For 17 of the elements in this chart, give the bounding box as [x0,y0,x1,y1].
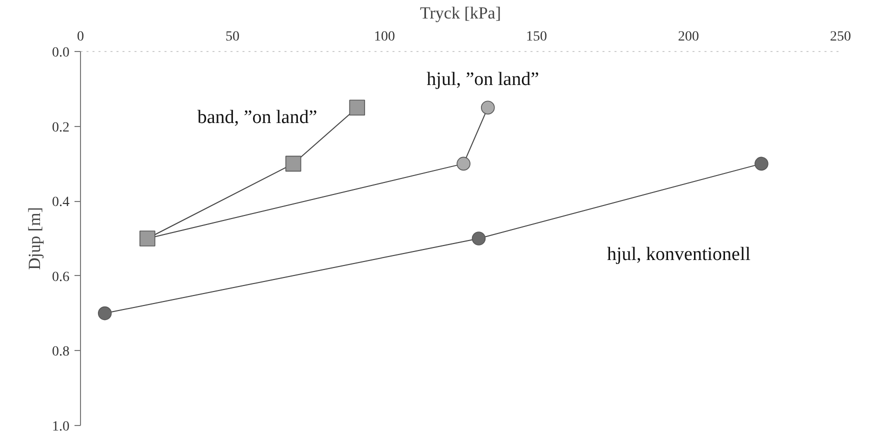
x-axis-title: Tryck [kPa] [420,4,502,22]
y-tick-label: 0.2 [52,120,70,136]
x-tick-label: 50 [226,30,240,44]
x-tick-label: 200 [678,30,699,44]
x-tick-label: 100 [374,30,395,44]
y-tick-label: 0.4 [52,195,70,210]
y-axis-title: Djup [m] [25,207,44,270]
text: hjul, konventionell [606,244,751,265]
series-label: band, ”on land” [197,107,318,128]
x-tick-label: 0 [77,30,84,44]
y-tick-label: 0.8 [52,344,70,360]
series-label: hjul, ”on land” [426,69,540,90]
x-tick-label: 250 [830,30,851,44]
y-tick-label: 0.0 [52,46,70,60]
y-tick-label: 0.6 [52,270,70,285]
y-tick-label: 1.0 [52,420,70,434]
x-tick-label: 150 [526,30,547,44]
